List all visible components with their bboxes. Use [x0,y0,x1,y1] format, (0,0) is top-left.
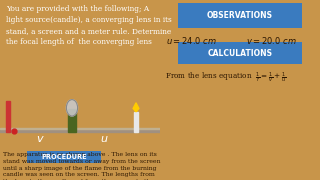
Text: $v$: $v$ [36,134,44,144]
FancyBboxPatch shape [29,151,99,163]
Text: PROCEDURE: PROCEDURE [41,154,87,160]
Text: CALCULATIONS: CALCULATIONS [207,49,273,58]
Text: $u = 24.0\ cm$: $u = 24.0\ cm$ [166,35,218,46]
Bar [0,128,160,129]
Text: You are provided with the following; A
light source(candle), a converging lens i: You are provided with the following; A l… [6,5,172,46]
Text: From the lens equation  $\frac{1}{f} = \frac{1}{v} + \frac{1}{u}$: From the lens equation $\frac{1}{f} = \f… [165,71,286,85]
Ellipse shape [67,100,77,116]
FancyBboxPatch shape [178,3,302,28]
FancyBboxPatch shape [178,42,302,64]
Text: OBSERVATIONS: OBSERVATIONS [207,11,273,20]
Bar [6,100,10,132]
Text: PROCEDURE: PROCEDURE [41,154,87,160]
Bar [134,112,138,132]
Polygon shape [133,103,139,112]
Bar [68,109,76,132]
Text: $u$: $u$ [100,134,108,144]
Bar [0,129,160,132]
FancyBboxPatch shape [27,151,101,163]
Text: $v = 20.0\ cm$: $v = 20.0\ cm$ [246,35,297,46]
Text: The apparatus is as shown above . The lens on its
stand was moved towards or awa: The apparatus is as shown above . The le… [3,152,161,180]
